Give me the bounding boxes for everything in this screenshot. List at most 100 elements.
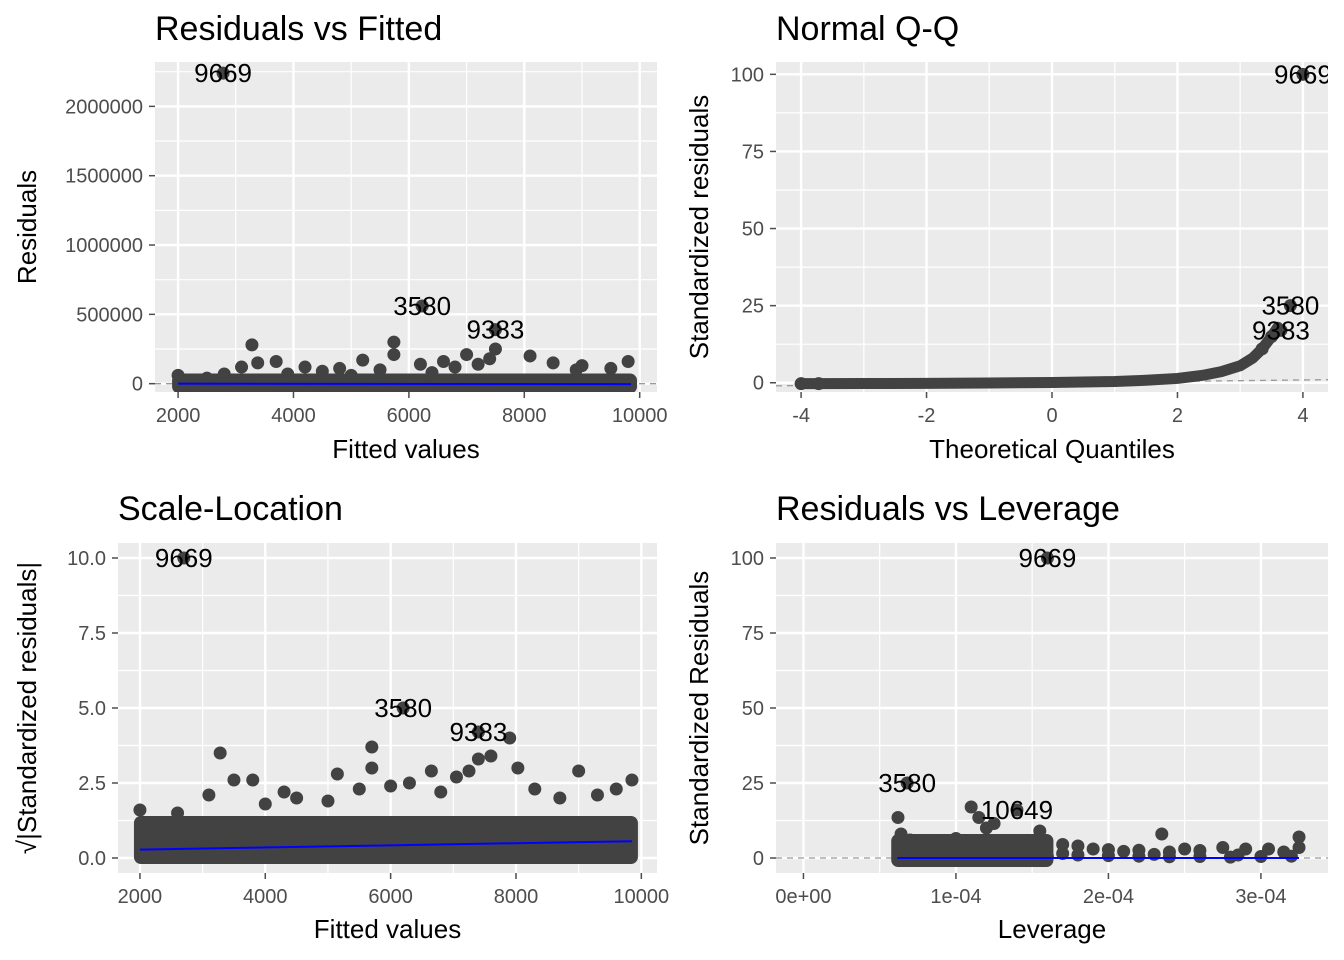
data-point [891, 811, 905, 824]
x-tick-label: 2 [1172, 405, 1183, 427]
x-tick-label: 0 [1046, 405, 1057, 427]
data-point [511, 761, 525, 775]
chart-title: Residuals vs Fitted [155, 10, 442, 48]
data-point [298, 360, 312, 374]
data-point [987, 817, 1001, 830]
data-point [424, 764, 438, 778]
outlier-label: 10649 [981, 795, 1053, 825]
data-point [1040, 850, 1054, 863]
data-point [934, 835, 948, 848]
data-point [604, 361, 618, 375]
plot-area [155, 66, 657, 392]
outlier-label: 3580 [878, 768, 936, 798]
data-point [462, 764, 476, 778]
data-point [1193, 850, 1207, 863]
data-point [315, 364, 329, 378]
data-point [352, 782, 366, 796]
x-tick-label: 6000 [368, 886, 413, 908]
y-tick-label: 100 [731, 64, 764, 86]
residuals-vs-leverage-panel: 9669 3580 10649 0e+00 1e-04 2e-04 3e-04 0 25 50 75… [684, 490, 1328, 944]
data-point [365, 761, 379, 775]
data-point [528, 782, 542, 796]
outlier-point [900, 776, 914, 790]
data-point [217, 367, 231, 381]
data-point [269, 354, 283, 368]
x-tick-label: 0e+00 [775, 886, 831, 908]
data-point [949, 832, 963, 845]
data-point [200, 371, 214, 385]
y-tick-label: 25 [742, 296, 764, 318]
data-point [384, 779, 398, 793]
residuals-vs-fitted-panel: 9669 3580 9383 2000 4000 6000 8000 10000 0 500000… [12, 10, 668, 464]
data-point [1162, 850, 1176, 864]
x-tick-label: 3e-04 [1235, 886, 1286, 908]
x-axis-title: Fitted values [314, 914, 461, 944]
data-point [590, 788, 604, 802]
x-tick-label: -2 [918, 405, 936, 427]
x-tick-label: 8000 [494, 886, 539, 908]
dense-point-band [133, 816, 638, 864]
x-tick-label: 2000 [118, 886, 163, 908]
data-point [903, 833, 917, 847]
outlier-label: 9669 [155, 543, 213, 573]
outlier-point [1010, 803, 1024, 817]
outlier-label: 3580 [374, 693, 432, 723]
data-point [213, 746, 227, 760]
plot-area [133, 551, 639, 864]
y-tick-label: 7.5 [78, 623, 106, 645]
data-point [227, 773, 241, 787]
data-point [1033, 824, 1047, 838]
outlier-point [1283, 299, 1297, 313]
y-tick-label: 10.0 [67, 548, 106, 570]
x-tick-label: 1e-04 [930, 886, 981, 908]
plot-area [776, 67, 1328, 391]
data-point [133, 803, 147, 817]
data-point [356, 353, 370, 367]
data-point [1255, 342, 1269, 356]
data-point [1292, 830, 1306, 844]
data-point [387, 348, 401, 362]
outlier-point [396, 701, 410, 715]
data-point [503, 731, 517, 745]
y-tick-label: 2000000 [65, 96, 143, 118]
outlier-label: 9383 [449, 717, 507, 747]
data-point [333, 361, 347, 375]
data-point [365, 740, 379, 754]
y-tick-label: 100 [731, 548, 764, 570]
data-point [484, 749, 498, 763]
data-point [277, 785, 291, 799]
data-point [1101, 849, 1115, 863]
data-point [1178, 842, 1192, 856]
outlier-label: 3580 [393, 291, 451, 321]
data-point [812, 377, 826, 391]
y-tick-label: 75 [742, 623, 764, 645]
x-tick-label: 4 [1297, 405, 1308, 427]
data-point [373, 363, 387, 377]
x-tick-label: 6000 [387, 405, 432, 427]
data-point [171, 806, 185, 820]
y-axis-title: √|Standardized residuals| [12, 562, 42, 854]
data-point [460, 348, 474, 362]
data-point [1117, 844, 1131, 858]
outlier-label: 9669 [1274, 59, 1332, 89]
data-point [572, 764, 586, 778]
x-tick-label: 2000 [156, 405, 201, 427]
data-point [894, 827, 908, 841]
y-tick-label: 500000 [76, 304, 143, 326]
data-point [488, 342, 502, 356]
chart-title: Scale-Location [118, 490, 343, 528]
data-point [523, 349, 537, 363]
outlier-label: 9669 [194, 58, 252, 88]
outlier-point [1274, 323, 1288, 337]
y-tick-label: 5.0 [78, 698, 106, 720]
data-point [1056, 838, 1070, 851]
y-tick-label: 0.0 [78, 848, 106, 870]
outlier-point [471, 725, 485, 739]
data-point [1265, 329, 1279, 343]
data-point [553, 791, 567, 805]
data-point [425, 366, 439, 380]
y-tick-label: 2.5 [78, 773, 106, 795]
plot-area [776, 551, 1328, 867]
data-point [621, 354, 635, 368]
data-point [290, 791, 304, 805]
